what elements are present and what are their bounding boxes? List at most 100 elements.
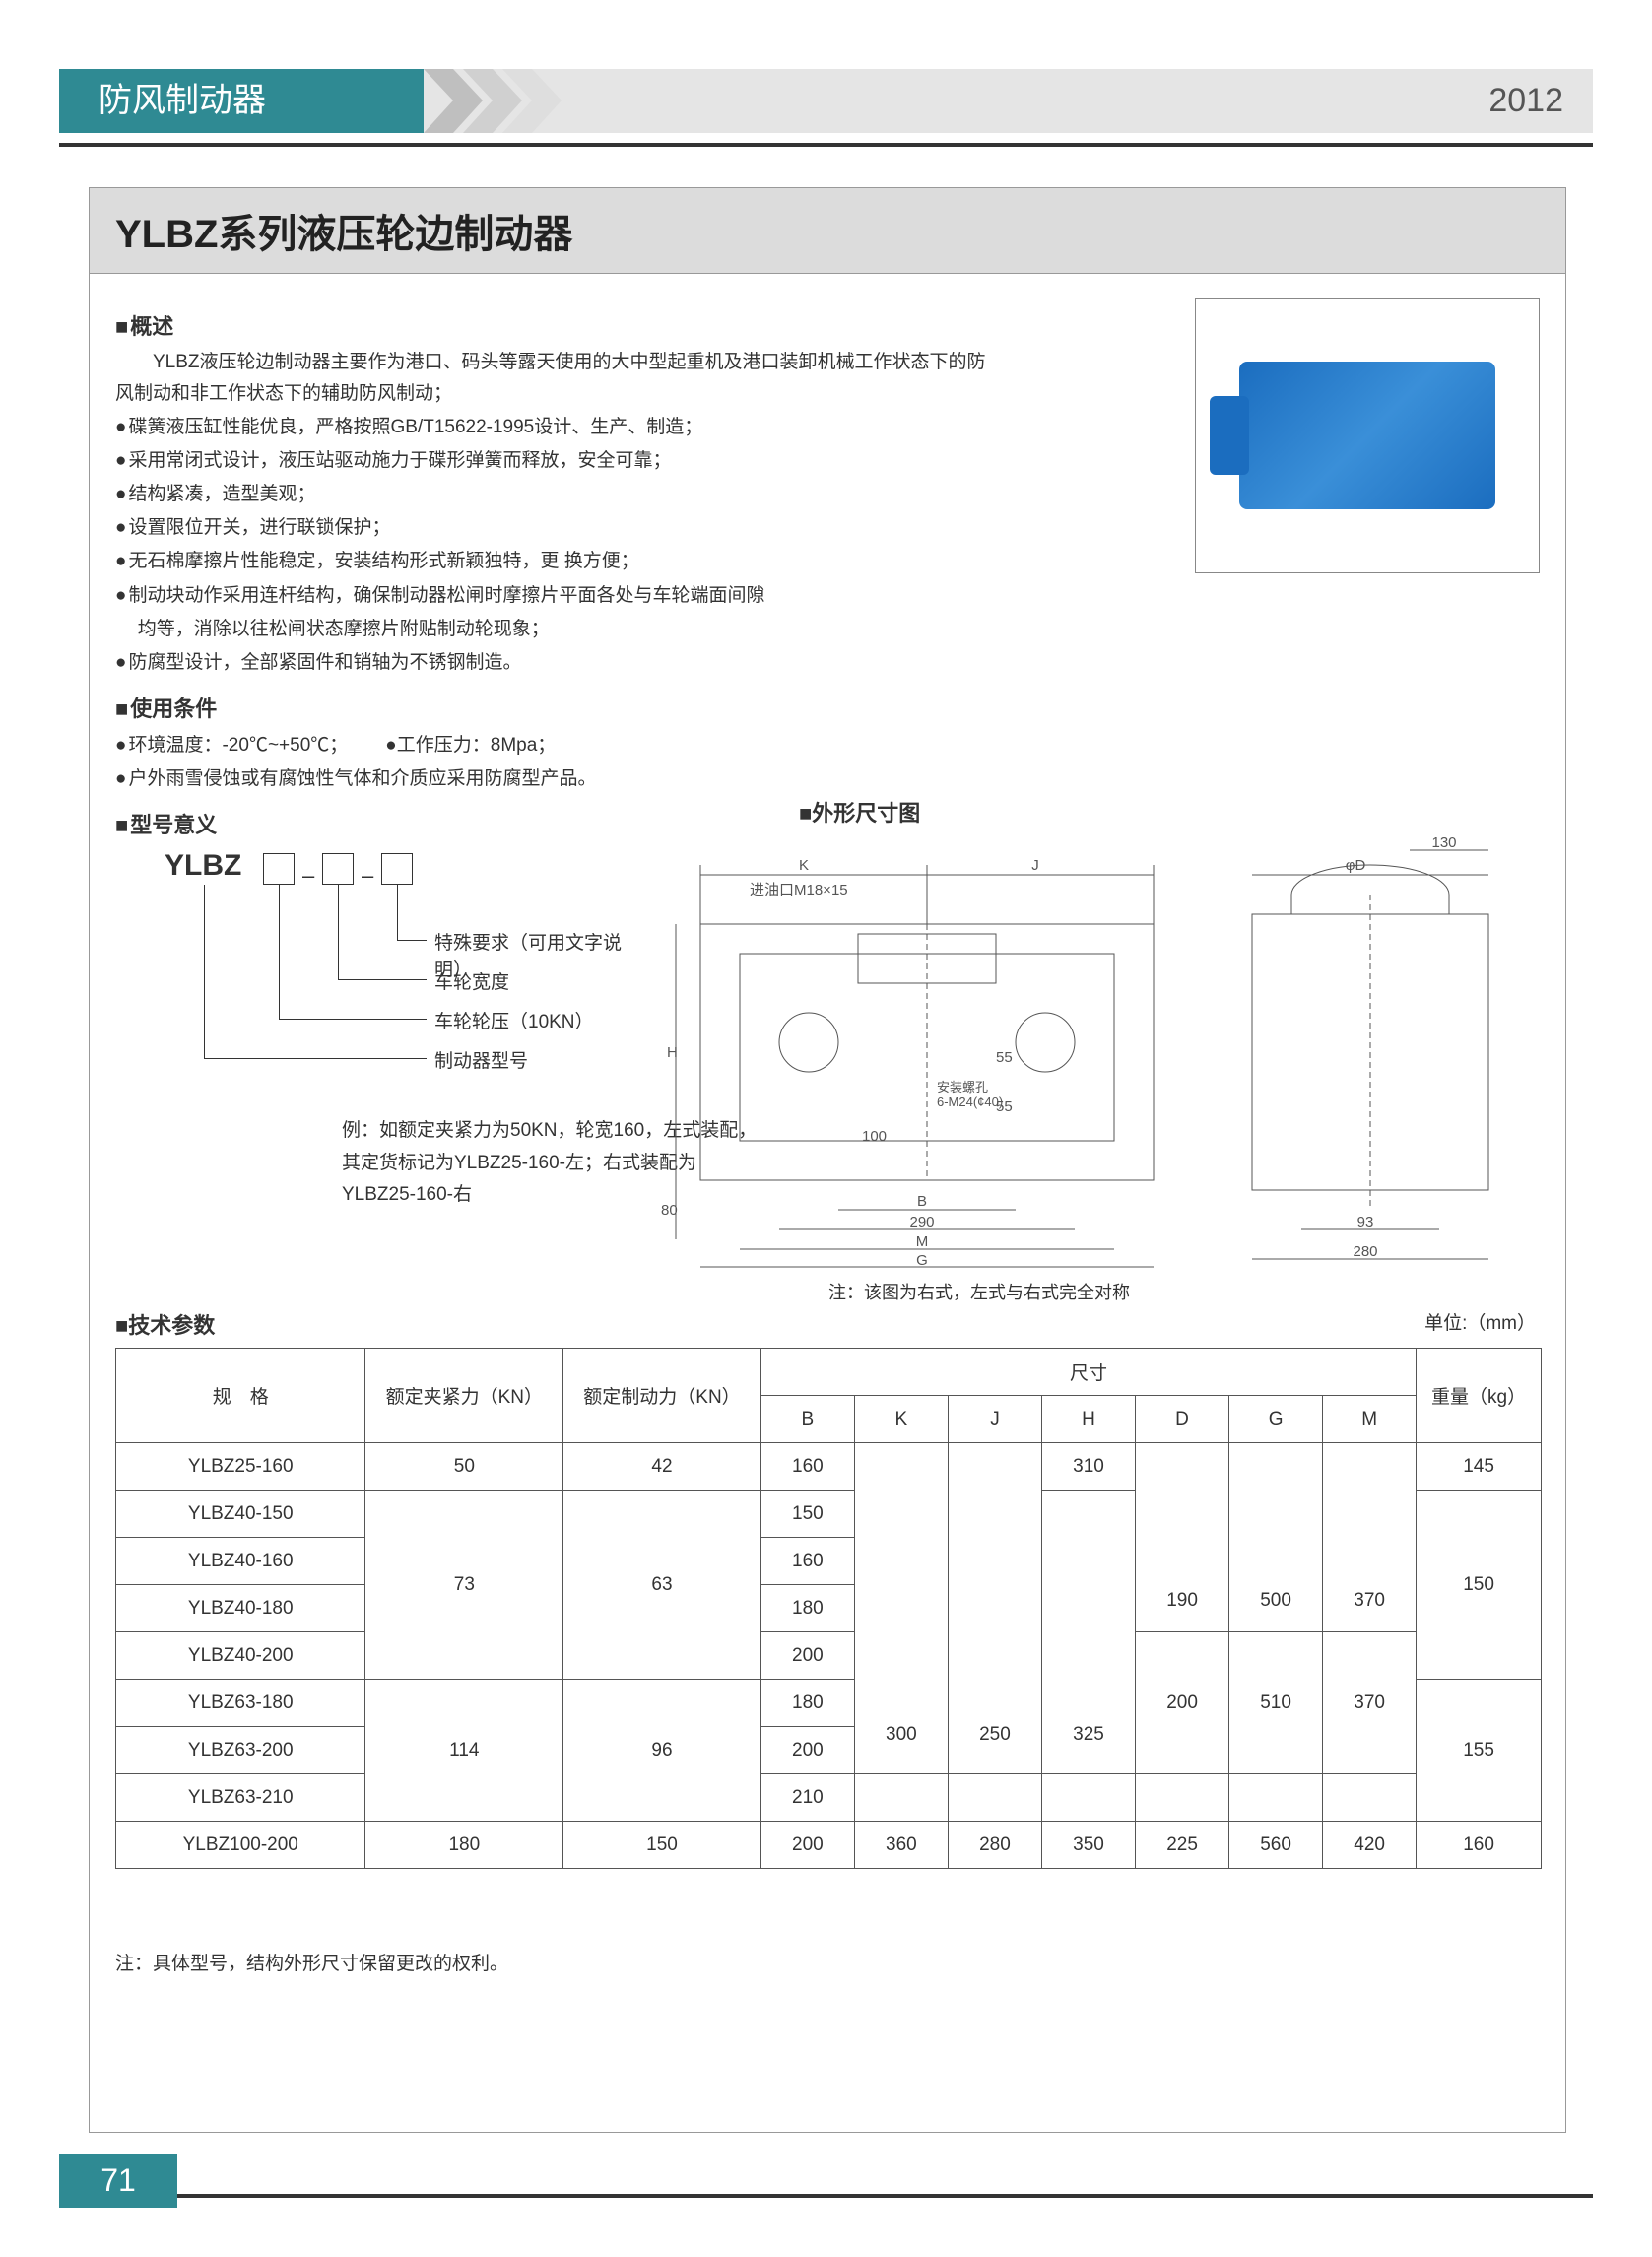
th-weight: 重量（kg）	[1417, 1349, 1542, 1443]
list-item: 无石棉摩擦片性能稳定，安装结构形式新颖独特，更 换方便；	[115, 545, 992, 578]
td: 150	[1417, 1491, 1542, 1680]
td	[1136, 1774, 1229, 1822]
th-spec: 规 格	[116, 1349, 365, 1443]
list-item: 碟簧液压缸性能优良，严格按照GB/T15622-1995设计、生产、制造；	[115, 411, 992, 444]
th: M	[1323, 1396, 1417, 1443]
svg-text:280: 280	[1353, 1243, 1377, 1260]
td: 225	[1136, 1822, 1229, 1869]
th-brake: 额定制动力（KN）	[563, 1349, 761, 1443]
td: 300	[854, 1443, 948, 1774]
svg-text:290: 290	[909, 1214, 934, 1230]
td: 200	[1136, 1632, 1229, 1774]
td: 42	[563, 1443, 761, 1491]
svg-text:G: G	[916, 1252, 928, 1269]
td: YLBZ25-160	[116, 1443, 365, 1491]
th: G	[1229, 1396, 1323, 1443]
td: 155	[1417, 1680, 1542, 1822]
model-code: YLBZ	[165, 849, 241, 883]
svg-text:130: 130	[1431, 835, 1456, 851]
list-item: 采用常闭式设计，液压站驱动施力于碟形弹簧而释放，安全可靠；	[115, 444, 992, 478]
svg-text:80: 80	[661, 1202, 678, 1219]
svg-text:J: J	[1031, 857, 1039, 874]
td: 150	[760, 1491, 854, 1538]
svg-text:安装螺孔: 安装螺孔	[937, 1080, 988, 1095]
list-item: 户外雨雪侵蚀或有腐蚀性气体和介质应采用防腐型产品。	[115, 763, 992, 796]
td: 50	[365, 1443, 563, 1491]
main-title: YLBZ系列液压轮边制动器	[115, 202, 1540, 259]
td: 114	[365, 1680, 563, 1822]
td: 420	[1323, 1822, 1417, 1869]
td: 200	[760, 1632, 854, 1680]
model-label: 车轮轮压（10KN）	[434, 1007, 594, 1033]
tech-heading: 技术参数	[115, 1308, 215, 1340]
th-dim: 尺寸	[760, 1349, 1416, 1396]
td: 200	[760, 1822, 854, 1869]
list-item: 防腐型设计，全部紧固件和销轴为不锈钢制造。	[115, 646, 992, 680]
table-footnote: 注：具体型号，结构外形尺寸保留更改的权利。	[115, 1949, 508, 1975]
td: 280	[948, 1822, 1041, 1869]
category-title: 防风制动器	[59, 69, 424, 133]
td: YLBZ40-200	[116, 1632, 365, 1680]
conditions-heading: 使用条件	[115, 692, 992, 723]
td: 160	[1417, 1822, 1542, 1869]
td: 350	[1041, 1822, 1135, 1869]
title-box: YLBZ系列液压轮边制动器	[90, 188, 1565, 274]
th-clamp: 额定夹紧力（KN）	[365, 1349, 563, 1443]
td	[1229, 1774, 1323, 1822]
list-item: 均等，消除以往松闸状态摩擦片附贴制动轮现象；	[115, 613, 992, 646]
list-item: 制动块动作采用连杆结构，确保制动器松闸时摩擦片平面各处与车轮端面间隙	[115, 579, 992, 613]
header-band: 防风制动器 2012	[59, 69, 1593, 133]
header-underline	[59, 143, 1593, 147]
model-label: 制动器型号	[434, 1046, 528, 1073]
td	[854, 1774, 948, 1822]
td: 210	[760, 1774, 854, 1822]
product-photo	[1195, 298, 1540, 573]
td: 370	[1323, 1632, 1417, 1774]
svg-text:K: K	[799, 857, 809, 874]
td: YLBZ40-180	[116, 1585, 365, 1632]
td: 160	[760, 1538, 854, 1585]
td	[948, 1774, 1041, 1822]
td: 145	[1417, 1443, 1542, 1491]
overview-list: 碟簧液压缸性能优良，严格按照GB/T15622-1995设计、生产、制造； 采用…	[115, 411, 992, 681]
page-number: 71	[59, 2154, 177, 2208]
model-diagram: YLBZ – – 特殊要求（可用文字说明） 车轮宽度 车轮轮压（10KN） 制动…	[135, 849, 628, 1095]
td: 180	[365, 1822, 563, 1869]
td: 370	[1323, 1443, 1417, 1632]
dimension-heading: 外形尺寸图	[799, 796, 920, 828]
td: 325	[1041, 1491, 1135, 1774]
svg-text:H: H	[667, 1044, 678, 1061]
chevron-icon	[424, 69, 571, 133]
overview-heading: 概述	[115, 309, 992, 341]
td: YLBZ63-180	[116, 1680, 365, 1727]
td: 73	[365, 1491, 563, 1680]
svg-text:M: M	[916, 1233, 929, 1250]
td: 150	[563, 1822, 761, 1869]
th: K	[854, 1396, 948, 1443]
td: YLBZ63-210	[116, 1774, 365, 1822]
table-row: YLBZ25-160 50 42 160 300 250 310 190 500…	[116, 1443, 1542, 1491]
td: 96	[563, 1680, 761, 1822]
td: YLBZ63-200	[116, 1727, 365, 1774]
td: 500	[1229, 1443, 1323, 1632]
svg-text:93: 93	[1357, 1214, 1374, 1230]
td: 63	[563, 1491, 761, 1680]
unit-note: 单位:（mm）	[1424, 1308, 1536, 1335]
td: 560	[1229, 1822, 1323, 1869]
td: 510	[1229, 1632, 1323, 1774]
svg-text:进油口M18×15: 进油口M18×15	[750, 882, 848, 898]
td: YLBZ40-160	[116, 1538, 365, 1585]
table-row: YLBZ40-200 200 200 510 370	[116, 1632, 1542, 1680]
spec-table: 规 格 额定夹紧力（KN） 额定制动力（KN） 尺寸 重量（kg） B K J …	[115, 1348, 1542, 1869]
overview-intro: YLBZ液压轮边制动器主要作为港口、码头等露天使用的大中型起重机及港口装卸机械工…	[115, 347, 992, 411]
svg-text:55: 55	[996, 1049, 1013, 1066]
svg-text:6-M24(¢40): 6-M24(¢40)	[937, 1095, 1003, 1109]
table-row: YLBZ100-200 180 150 200 360 280 350 225 …	[116, 1822, 1542, 1869]
list-item: 设置限位开关，进行联锁保护；	[115, 511, 992, 545]
td: 180	[760, 1585, 854, 1632]
td: 180	[760, 1680, 854, 1727]
th: J	[948, 1396, 1041, 1443]
table-head-row: 规 格 额定夹紧力（KN） 额定制动力（KN） 尺寸 重量（kg）	[116, 1349, 1542, 1396]
table-row: YLBZ63-210 210	[116, 1774, 1542, 1822]
td: 310	[1041, 1443, 1135, 1491]
